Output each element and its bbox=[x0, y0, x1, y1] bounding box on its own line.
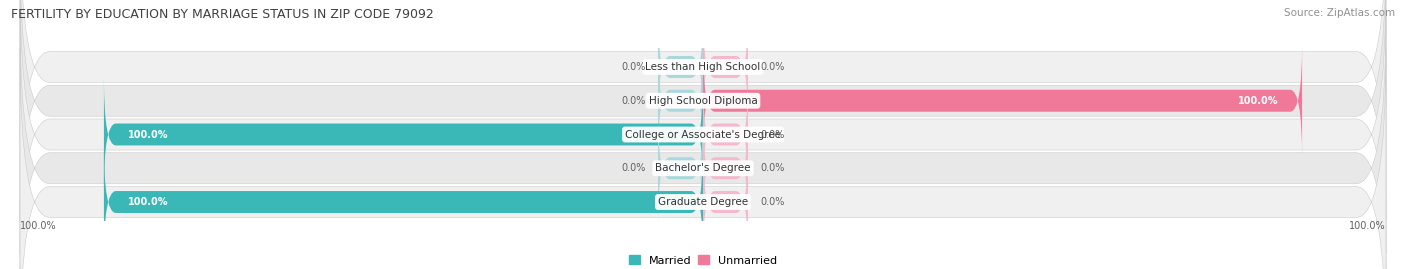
Legend: Married, Unmarried: Married, Unmarried bbox=[624, 251, 782, 269]
FancyBboxPatch shape bbox=[658, 44, 703, 157]
FancyBboxPatch shape bbox=[20, 0, 1386, 269]
FancyBboxPatch shape bbox=[104, 146, 703, 259]
Text: Less than High School: Less than High School bbox=[645, 62, 761, 72]
Text: Graduate Degree: Graduate Degree bbox=[658, 197, 748, 207]
FancyBboxPatch shape bbox=[658, 10, 703, 123]
FancyBboxPatch shape bbox=[703, 112, 748, 225]
Text: Source: ZipAtlas.com: Source: ZipAtlas.com bbox=[1284, 8, 1395, 18]
FancyBboxPatch shape bbox=[20, 0, 1386, 254]
FancyBboxPatch shape bbox=[703, 44, 1302, 157]
FancyBboxPatch shape bbox=[703, 146, 748, 259]
Text: 100.0%: 100.0% bbox=[20, 221, 56, 231]
FancyBboxPatch shape bbox=[104, 78, 703, 191]
Text: 0.0%: 0.0% bbox=[621, 62, 647, 72]
Text: 0.0%: 0.0% bbox=[621, 96, 647, 106]
Text: High School Diploma: High School Diploma bbox=[648, 96, 758, 106]
Text: 100.0%: 100.0% bbox=[128, 197, 169, 207]
Text: 0.0%: 0.0% bbox=[621, 163, 647, 173]
Text: Bachelor's Degree: Bachelor's Degree bbox=[655, 163, 751, 173]
FancyBboxPatch shape bbox=[20, 49, 1386, 269]
Text: 0.0%: 0.0% bbox=[759, 129, 785, 140]
Text: 100.0%: 100.0% bbox=[128, 129, 169, 140]
Text: FERTILITY BY EDUCATION BY MARRIAGE STATUS IN ZIP CODE 79092: FERTILITY BY EDUCATION BY MARRIAGE STATU… bbox=[11, 8, 434, 21]
Text: 100.0%: 100.0% bbox=[1237, 96, 1278, 106]
Text: College or Associate's Degree: College or Associate's Degree bbox=[626, 129, 780, 140]
FancyBboxPatch shape bbox=[658, 112, 703, 225]
FancyBboxPatch shape bbox=[703, 10, 748, 123]
Text: 0.0%: 0.0% bbox=[759, 62, 785, 72]
Text: 0.0%: 0.0% bbox=[759, 163, 785, 173]
FancyBboxPatch shape bbox=[20, 15, 1386, 269]
Text: 100.0%: 100.0% bbox=[1350, 221, 1386, 231]
Text: 0.0%: 0.0% bbox=[759, 197, 785, 207]
FancyBboxPatch shape bbox=[20, 0, 1386, 220]
FancyBboxPatch shape bbox=[703, 78, 748, 191]
